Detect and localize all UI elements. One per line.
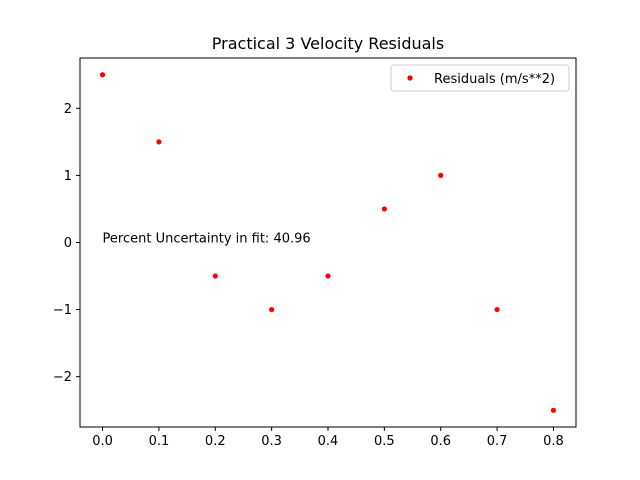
y-tick-label: 2 [64, 102, 72, 117]
plot-frame [79, 57, 577, 428]
fit-uncertainty-annotation: Percent Uncertainty in fit: 40.96 [103, 232, 311, 247]
x-tick-label: 0.3 [261, 434, 282, 449]
data-point [438, 172, 444, 179]
y-tick-label: 1 [64, 169, 72, 184]
x-tick-label: 0.5 [374, 434, 395, 449]
data-point [269, 306, 275, 313]
legend-marker [407, 75, 413, 81]
legend-label: Residuals (m/s**2) [434, 72, 555, 87]
data-point [325, 273, 331, 279]
x-tick-label: 0.6 [430, 434, 451, 449]
data-point [494, 306, 500, 313]
data-points [99, 72, 557, 413]
y-tick-label: −1 [53, 303, 72, 318]
y-tick-label: 0 [64, 236, 72, 251]
data-point [550, 407, 557, 413]
annotations: Percent Uncertainty in fit: 40.96 [103, 232, 311, 247]
x-axis: 0.0 0.1 0.2 0.3 0.4 0.5 0.6 0.7 0.8 [92, 427, 564, 449]
data-point [381, 206, 387, 212]
x-tick-label: 0.1 [149, 434, 170, 449]
x-tick-label: 0.2 [205, 434, 226, 449]
x-tick-label: 0.8 [543, 434, 564, 449]
legend-box [390, 64, 570, 92]
data-point [156, 139, 162, 145]
x-tick-label: 0.4 [318, 434, 339, 449]
data-point [212, 273, 218, 279]
y-axis: −2 −1 0 1 2 [53, 102, 80, 385]
y-tick-label: −2 [53, 370, 72, 385]
chart-title: Practical 3 Velocity Residuals [212, 34, 444, 53]
legend: Residuals (m/s**2) [390, 64, 570, 92]
x-tick-label: 0.7 [487, 434, 508, 449]
data-point [99, 72, 106, 78]
x-tick-label: 0.0 [92, 434, 113, 449]
